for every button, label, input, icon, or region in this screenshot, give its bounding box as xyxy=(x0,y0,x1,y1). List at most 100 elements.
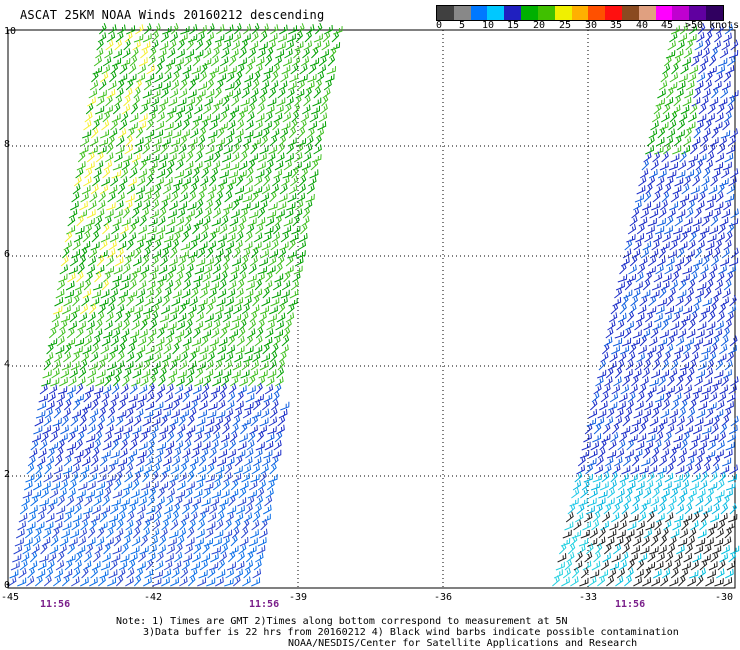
wind-barb xyxy=(142,33,152,43)
wind-barb xyxy=(175,431,184,443)
wind-barb xyxy=(211,489,221,499)
wind-barb xyxy=(717,392,727,403)
wind-barb xyxy=(725,401,734,411)
wind-barb xyxy=(240,422,248,435)
wind-barb xyxy=(218,551,227,563)
wind-barb xyxy=(67,272,76,283)
wind-barb xyxy=(266,320,275,331)
wind-barb xyxy=(169,145,179,155)
wind-barb xyxy=(682,136,692,147)
wind-barb xyxy=(697,153,707,163)
wind-barb xyxy=(643,358,651,371)
wind-barb xyxy=(37,401,47,411)
wind-barb xyxy=(255,113,265,123)
wind-barb xyxy=(167,479,176,491)
wind-barb xyxy=(279,24,288,35)
wind-barb xyxy=(95,151,104,163)
wind-barb xyxy=(78,312,88,323)
wind-barb xyxy=(224,82,235,91)
wind-barb xyxy=(694,40,704,51)
wind-barb xyxy=(299,63,308,75)
wind-barb xyxy=(270,128,280,139)
wind-barb xyxy=(193,104,203,115)
wind-barb xyxy=(185,375,194,387)
wind-barb xyxy=(128,393,138,403)
wind-barb xyxy=(276,41,286,51)
wind-barb xyxy=(66,442,77,451)
wind-barb xyxy=(52,417,62,427)
wind-barb xyxy=(723,407,732,419)
wind-barb xyxy=(638,216,648,227)
wind-barb xyxy=(613,456,623,467)
wind-barb xyxy=(305,135,314,147)
wind-barb xyxy=(189,456,199,467)
wind-barb xyxy=(261,127,270,139)
wind-barb xyxy=(174,440,184,451)
wind-barb xyxy=(230,209,240,219)
wind-barb xyxy=(156,442,167,451)
wind-barb xyxy=(711,463,720,475)
wind-barb xyxy=(686,329,696,339)
wind-barb xyxy=(82,288,92,299)
wind-barb xyxy=(80,519,89,531)
wind-barb xyxy=(730,415,739,427)
wind-barb xyxy=(209,120,218,131)
wind-barb xyxy=(648,504,658,515)
wind-barb xyxy=(27,567,35,579)
wind-barb xyxy=(641,367,650,379)
wind-barb xyxy=(273,383,282,395)
wind-barb xyxy=(144,456,154,467)
wind-barb xyxy=(250,415,259,427)
wind-barb xyxy=(119,63,128,75)
wind-barb xyxy=(135,567,144,579)
wind-barb xyxy=(266,210,277,219)
wind-barb xyxy=(95,377,105,387)
wind-barb xyxy=(700,305,710,315)
wind-barb xyxy=(92,551,101,563)
wind-barb xyxy=(154,232,164,243)
wind-barb xyxy=(318,55,327,67)
wind-barb xyxy=(716,311,725,323)
wind-barb xyxy=(720,503,729,515)
wind-barb xyxy=(582,560,592,571)
wind-barb xyxy=(91,230,100,243)
wind-barb xyxy=(711,503,720,515)
wind-barb xyxy=(580,529,590,539)
wind-barb xyxy=(82,345,92,355)
wind-barb xyxy=(62,407,71,419)
wind-barb xyxy=(149,319,158,331)
wind-barb xyxy=(126,454,135,467)
wind-barb xyxy=(693,87,701,99)
wind-barb xyxy=(678,279,687,291)
wind-barb xyxy=(293,208,303,219)
wind-barb xyxy=(144,568,154,579)
wind-barb xyxy=(308,176,317,187)
wind-barb xyxy=(674,514,684,523)
wind-barb xyxy=(608,479,617,491)
wind-barb xyxy=(263,393,273,403)
wind-barb xyxy=(682,57,691,67)
wind-barb xyxy=(268,33,278,43)
wind-barb xyxy=(643,321,653,331)
wind-barb xyxy=(284,265,294,275)
wind-barb xyxy=(259,200,268,211)
wind-barb xyxy=(667,416,677,427)
wind-barb xyxy=(183,553,193,563)
wind-barb xyxy=(204,528,214,539)
wind-barb xyxy=(632,288,641,299)
wind-barb xyxy=(258,369,268,379)
wind-barb xyxy=(644,480,654,491)
wind-barb xyxy=(275,320,284,331)
wind-barb xyxy=(204,38,212,51)
wind-barb xyxy=(721,375,729,387)
wind-barb xyxy=(237,223,245,235)
wind-barb xyxy=(715,490,725,499)
wind-barb xyxy=(144,239,153,251)
wind-barb xyxy=(195,425,205,435)
wind-barb xyxy=(182,279,191,291)
wind-barb xyxy=(161,193,171,203)
wind-barb xyxy=(606,575,615,587)
wind-barb xyxy=(181,559,190,571)
wind-barb xyxy=(673,434,683,443)
wind-barb xyxy=(152,23,161,35)
